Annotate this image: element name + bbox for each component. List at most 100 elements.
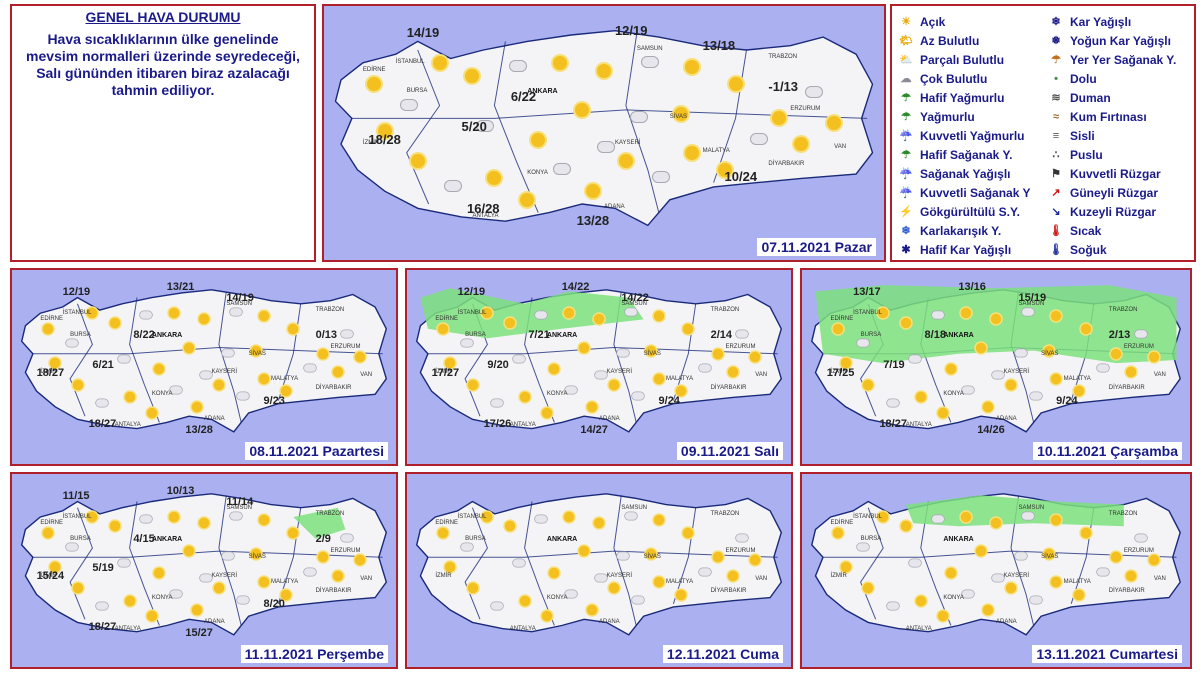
sun-icon	[1080, 323, 1092, 335]
region-border	[129, 297, 160, 423]
city-label: BURSA	[860, 535, 882, 542]
sun-icon	[168, 307, 180, 319]
cloud-icon	[908, 558, 923, 567]
cloud-icon	[460, 542, 474, 552]
cloud-icon	[512, 558, 526, 567]
sun-icon	[608, 379, 620, 391]
city-label: TRABZON	[315, 306, 345, 313]
city-label: BURSA	[465, 535, 486, 542]
temperature-label: 10/13	[166, 484, 195, 497]
light-rain-icon: ☂	[901, 92, 911, 104]
cloud-icon	[805, 85, 824, 98]
region-border	[218, 495, 242, 626]
ankara-label: ANKARA	[151, 535, 183, 543]
hot-thermometer-icon: 🌡	[1049, 225, 1063, 237]
sun-icon	[684, 145, 699, 160]
cloud-icon	[340, 329, 355, 339]
cloud-icon	[597, 141, 615, 154]
temperature-label: 13/17	[853, 285, 881, 298]
sun-icon	[1043, 548, 1054, 560]
cloud-icon	[340, 533, 355, 543]
sun-icon	[563, 307, 575, 319]
sun-icon	[258, 311, 269, 322]
sun-icon	[673, 107, 688, 122]
legend-item: ⚡ Gökgürültülü S.Y.	[898, 202, 1031, 221]
cloud-icon	[931, 514, 945, 524]
region-border	[427, 550, 778, 558]
sun-icon	[575, 102, 590, 117]
legend-label: Dolu	[1070, 71, 1097, 86]
cloud-icon	[698, 567, 712, 577]
sun-icon	[586, 184, 601, 199]
sun-icon	[198, 314, 210, 325]
sun-icon	[49, 357, 61, 369]
sun-icon	[684, 60, 699, 75]
cloud-icon	[303, 363, 317, 373]
region-border	[351, 109, 868, 119]
city-label: DİYARBAKIR	[1108, 384, 1145, 391]
sun-icon	[645, 345, 657, 356]
city-label: EDİRNE	[40, 520, 63, 527]
cloud-icon	[1021, 511, 1035, 521]
city-label: ANTALYA	[509, 422, 536, 429]
city-label: KONYA	[151, 594, 173, 601]
thunderstorm-icon: ⚡	[899, 206, 913, 218]
temperature-label: 10/24	[724, 168, 758, 184]
city-label: VAN	[360, 575, 373, 582]
legend-label: Puslu	[1070, 147, 1103, 162]
cloud-icon	[117, 558, 131, 567]
city-label: ERZURUM	[330, 344, 361, 351]
city-label: DİYARBAKIR	[710, 384, 747, 391]
sun-icon	[1126, 570, 1137, 582]
temperature-label: 14/19	[226, 291, 254, 304]
sun-icon	[727, 570, 739, 582]
map-day-5: EDİRNE İSTANBUL SAMSUN TRABZON ERZURUM SİVAS K…	[405, 472, 793, 669]
sun-icon	[877, 307, 889, 319]
sun-icon	[168, 511, 180, 523]
sun-icon	[520, 192, 535, 207]
city-label: ANTALYA	[905, 422, 932, 429]
city-label: BURSA	[70, 535, 91, 542]
cloud-icon	[490, 398, 504, 408]
legend-item: ❅ Yoğun Kar Yağışlı	[1048, 31, 1176, 50]
city-label: EDİRNE	[830, 316, 854, 323]
sun-icon	[432, 55, 447, 70]
legend-item: ☂ Yağmurlu	[898, 107, 1031, 126]
city-label: ERZURUM	[330, 548, 361, 554]
sun-icon	[578, 545, 590, 557]
sun-icon	[618, 154, 633, 169]
sun-icon	[317, 348, 329, 359]
temperature-label: 13/18	[702, 37, 736, 53]
legend-item: ∴ Puslu	[1048, 145, 1176, 164]
map-day-1: EDİRNE İSTANBUL SAMSUN TRABZON ERZURUM SİVAS K…	[10, 268, 398, 466]
legend-label: Kuzeyli Rüzgar	[1070, 204, 1157, 219]
sun-icon	[1126, 367, 1137, 378]
map-day-3: EDİRNE İSTANBUL SAMSUN TRABZON ERZURUM SİVAS K…	[800, 268, 1192, 466]
sun-icon	[794, 137, 809, 152]
city-label: SAMSUN	[226, 504, 252, 511]
heavy-snow-icon: ❅	[1051, 35, 1061, 47]
sun-icon	[444, 561, 456, 572]
sun-icon	[938, 610, 949, 622]
legend-item: 🌡 Soğuk	[1048, 240, 1176, 259]
city-label: ANTALYA	[472, 212, 499, 219]
sun-icon	[597, 64, 611, 79]
sun-icon	[975, 545, 987, 557]
map-main: EDİRNE İSTANBUL SAMSUN TRABZON ERZURUM SİVAS K…	[322, 4, 886, 262]
sun-icon	[915, 392, 927, 403]
sun-icon	[1050, 311, 1062, 322]
sun-icon	[198, 517, 210, 529]
cloud-icon	[95, 398, 109, 408]
cloud-icon	[199, 370, 213, 380]
sun-icon	[541, 610, 553, 622]
city-label: TRABZON	[1108, 510, 1138, 517]
temperature-label: 11/14	[226, 495, 254, 508]
sun-icon	[258, 576, 269, 588]
sun-icon	[675, 589, 687, 600]
city-label: KONYA	[546, 594, 568, 601]
city-label: SİVAS	[1041, 554, 1059, 561]
sun-icon	[749, 351, 761, 363]
legend-item: ❄ Karlakarışık Y.	[898, 221, 1031, 240]
sun-icon	[915, 595, 927, 606]
sun-icon	[653, 514, 664, 526]
